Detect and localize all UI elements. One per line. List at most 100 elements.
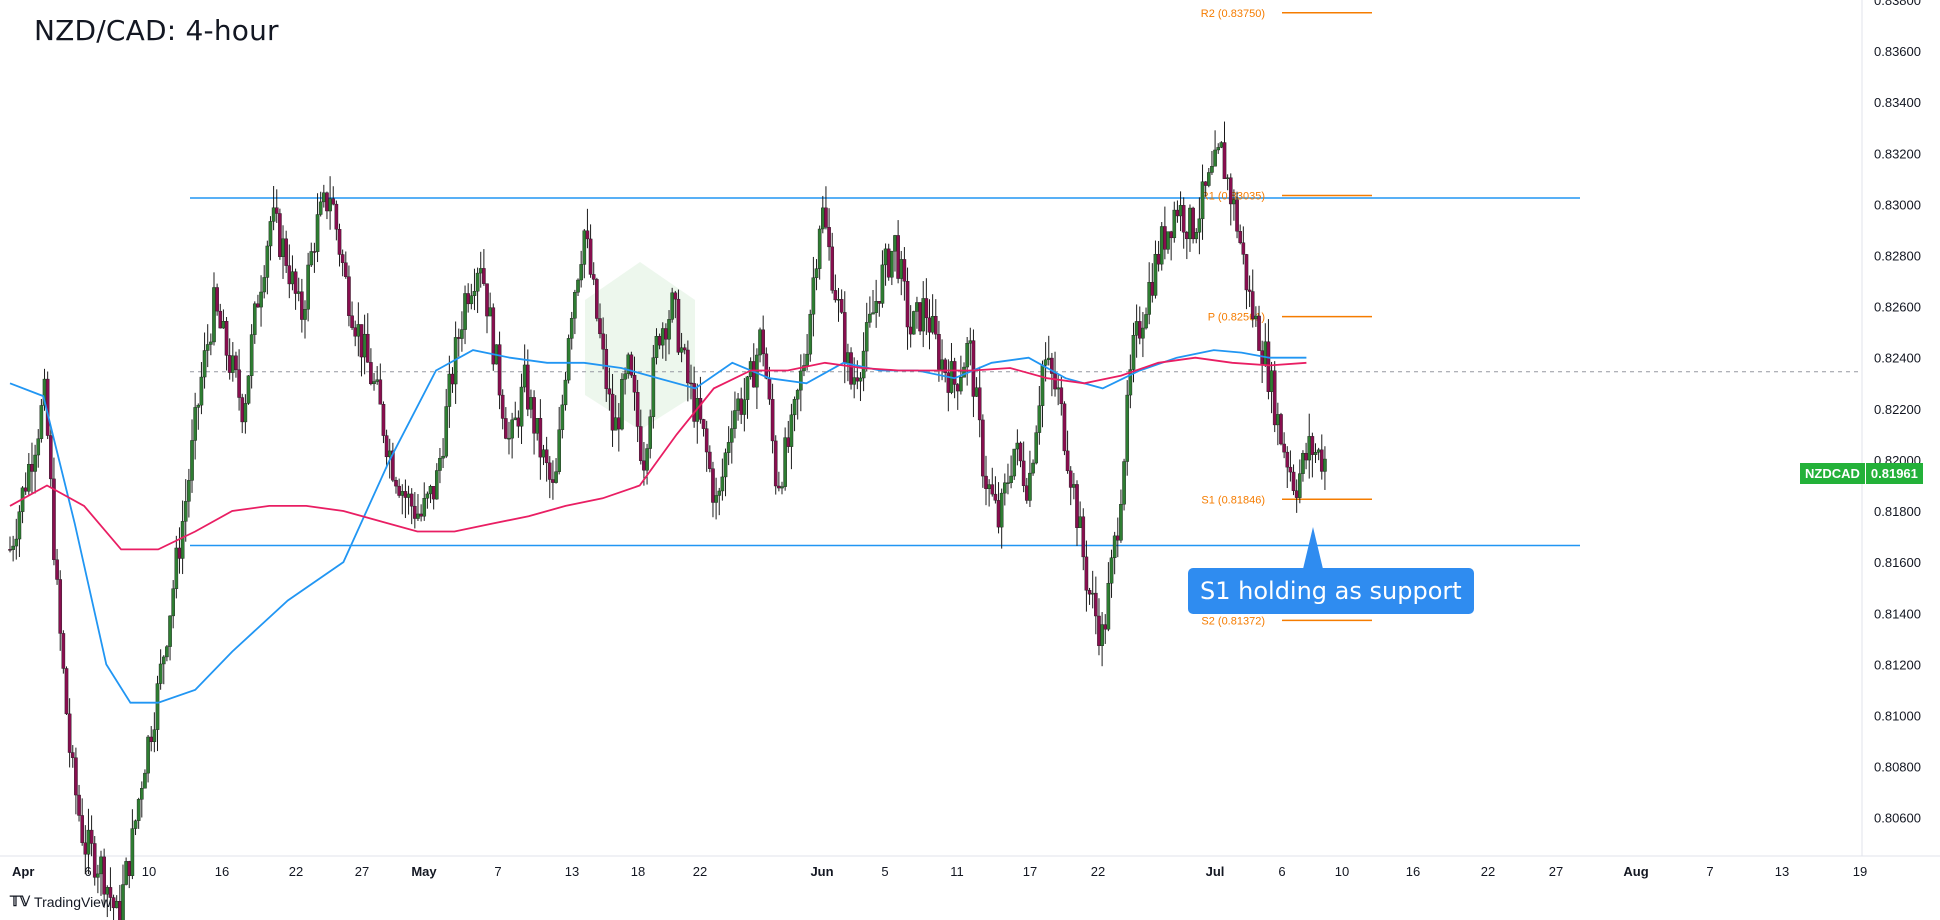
x-tick-label: Jun bbox=[810, 864, 833, 879]
candle-down bbox=[1169, 231, 1173, 239]
candle-up bbox=[1316, 449, 1321, 453]
candle-up bbox=[940, 359, 944, 370]
candle-down bbox=[833, 290, 838, 301]
candle-up bbox=[959, 377, 963, 392]
candle-up bbox=[899, 259, 904, 279]
candle-up bbox=[1119, 504, 1123, 541]
candle-up bbox=[400, 491, 405, 496]
candle-up bbox=[265, 245, 270, 278]
candle-up bbox=[1040, 365, 1045, 406]
candle-up bbox=[1100, 624, 1104, 646]
candle-down bbox=[996, 500, 1001, 528]
candle-up bbox=[1153, 253, 1158, 296]
candle-up bbox=[1090, 592, 1095, 595]
candle-down bbox=[391, 450, 395, 481]
candle-up bbox=[507, 437, 511, 440]
candle-down bbox=[237, 369, 241, 398]
x-tick-label: 17 bbox=[1023, 864, 1037, 879]
x-tick-label: 27 bbox=[355, 864, 369, 879]
candle-down bbox=[92, 843, 97, 878]
candle-up bbox=[871, 312, 875, 315]
candle-down bbox=[877, 301, 882, 304]
candle-up bbox=[478, 268, 483, 274]
x-tick-label: 10 bbox=[142, 864, 156, 879]
candle-down bbox=[698, 398, 703, 420]
candle-down bbox=[1097, 615, 1101, 646]
candle-down bbox=[497, 344, 502, 396]
candle-down bbox=[482, 268, 486, 284]
candle-down bbox=[1279, 414, 1283, 445]
candle-down bbox=[111, 897, 116, 909]
candle-up bbox=[17, 511, 22, 540]
candle-down bbox=[981, 419, 985, 477]
y-tick-label: 0.82200 bbox=[1874, 402, 1921, 417]
x-tick-label: Apr bbox=[12, 864, 34, 879]
x-tick-label: 22 bbox=[1091, 864, 1105, 879]
candle-up bbox=[469, 295, 474, 305]
candle-down bbox=[227, 355, 232, 373]
candle-down bbox=[340, 254, 345, 263]
candle-up bbox=[883, 248, 888, 266]
candle-up bbox=[1178, 205, 1183, 217]
y-tick-label: 0.81400 bbox=[1874, 606, 1921, 621]
candle-up bbox=[193, 407, 197, 441]
candle-up bbox=[1144, 314, 1148, 329]
candle-up bbox=[1028, 472, 1032, 501]
candle-up bbox=[1106, 583, 1111, 630]
candle-up bbox=[1122, 461, 1126, 505]
brand-footer[interactable]: 𝕋𝕍 TradingView bbox=[10, 893, 111, 910]
candle-up bbox=[535, 418, 540, 434]
candle-up bbox=[1263, 341, 1268, 366]
candle-down bbox=[1244, 254, 1249, 291]
candle-down bbox=[8, 549, 12, 551]
candle-down bbox=[538, 418, 543, 458]
candle-down bbox=[30, 464, 34, 472]
candle-up bbox=[573, 292, 577, 319]
candle-down bbox=[598, 318, 602, 335]
candle-up bbox=[1128, 369, 1133, 396]
candle-down bbox=[1260, 350, 1264, 366]
candle-down bbox=[886, 248, 891, 278]
candle-up bbox=[714, 495, 718, 503]
candle-down bbox=[108, 887, 113, 898]
candle-down bbox=[635, 392, 640, 427]
candle-down bbox=[274, 207, 279, 214]
candle-up bbox=[1225, 177, 1230, 180]
candle-up bbox=[1323, 458, 1327, 472]
candle-up bbox=[623, 373, 627, 380]
candle-up bbox=[190, 440, 194, 481]
candle-down bbox=[1250, 291, 1255, 320]
candle-up bbox=[121, 884, 125, 920]
candle-down bbox=[585, 230, 590, 240]
x-tick-label: 16 bbox=[215, 864, 229, 879]
support-callout: S1 holding as support bbox=[1188, 568, 1474, 614]
candle-up bbox=[861, 350, 866, 379]
candle-down bbox=[1291, 471, 1296, 491]
x-tick-label: 19 bbox=[1853, 864, 1867, 879]
candle-down bbox=[896, 235, 900, 279]
candle-down bbox=[1053, 373, 1057, 390]
candle-up bbox=[799, 370, 803, 391]
candle-up bbox=[1015, 442, 1020, 450]
x-tick-label: 22 bbox=[1481, 864, 1495, 879]
candle-down bbox=[842, 312, 847, 364]
candle-up bbox=[1037, 405, 1042, 433]
candle-up bbox=[563, 379, 568, 406]
candle-down bbox=[384, 435, 389, 458]
candle-up bbox=[375, 379, 379, 382]
candle-up bbox=[780, 486, 784, 489]
candle-up bbox=[158, 663, 163, 684]
candle-up bbox=[554, 471, 558, 483]
candle-down bbox=[1235, 199, 1239, 232]
candle-down bbox=[381, 404, 386, 436]
candle-down bbox=[664, 328, 668, 340]
candle-up bbox=[987, 484, 991, 489]
pivot-label: S1 (0.81846) bbox=[1201, 494, 1265, 506]
candle-down bbox=[855, 377, 860, 382]
pivot-label: R2 (0.83750) bbox=[1201, 8, 1265, 20]
candle-down bbox=[1156, 253, 1161, 265]
candle-up bbox=[541, 449, 546, 458]
candle-down bbox=[1062, 403, 1067, 452]
candle-down bbox=[278, 213, 282, 257]
